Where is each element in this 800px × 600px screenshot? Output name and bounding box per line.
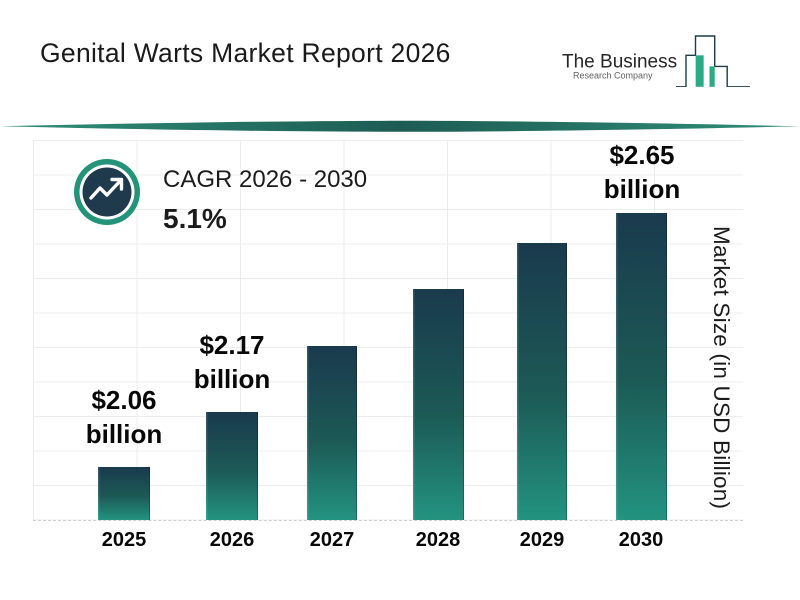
svg-text:The Business: The Business xyxy=(562,52,677,73)
svg-text:Research Company: Research Company xyxy=(573,71,653,81)
